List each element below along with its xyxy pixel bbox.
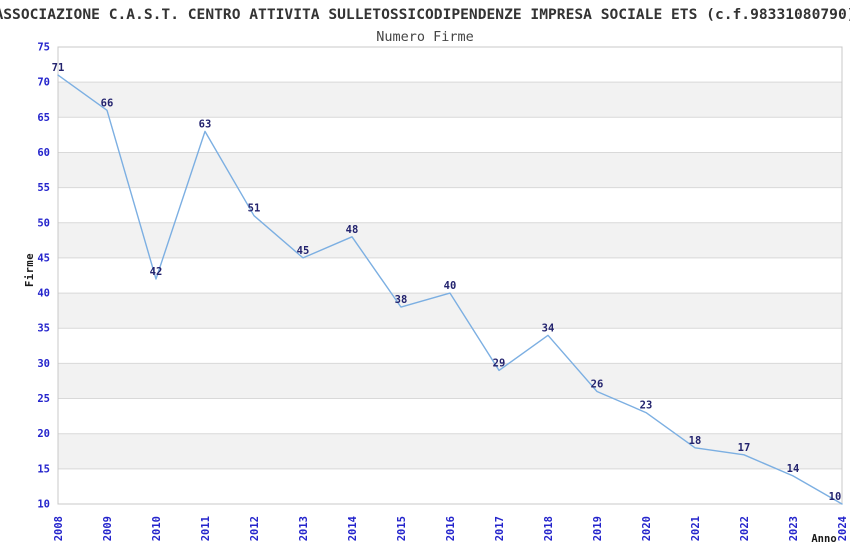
chart-title: ASSOCIAZIONE C.A.S.T. CENTRO ATTIVITA SU… xyxy=(0,6,850,23)
y-tick-label: 10 xyxy=(37,499,50,511)
x-tick-label: 2017 xyxy=(494,516,506,541)
plot-band xyxy=(58,117,842,153)
plot-band xyxy=(58,82,842,118)
plot-band xyxy=(58,433,842,469)
x-tick-label: 2015 xyxy=(396,516,408,541)
x-tick-label: 2012 xyxy=(249,516,261,541)
point-value-label: 17 xyxy=(738,442,751,454)
point-value-label: 18 xyxy=(689,435,702,447)
plot-band xyxy=(58,293,842,329)
plot-border xyxy=(57,46,843,505)
plot-band xyxy=(58,222,842,258)
y-tick-label: 70 xyxy=(37,77,50,89)
y-tick-label: 30 xyxy=(37,358,50,370)
point-value-label: 38 xyxy=(395,294,408,306)
x-tick-label: 2021 xyxy=(690,516,702,541)
x-tick-label: 2016 xyxy=(445,516,457,541)
point-value-label: 14 xyxy=(787,463,800,475)
y-tick-label: 35 xyxy=(37,323,50,335)
x-tick-label: 2013 xyxy=(298,516,310,541)
y-tick-label: 40 xyxy=(37,288,50,300)
plot-band xyxy=(58,47,842,83)
x-tick-label: 2018 xyxy=(543,516,555,541)
point-value-label: 51 xyxy=(248,203,261,215)
point-value-label: 40 xyxy=(444,280,457,292)
y-tick-label: 45 xyxy=(37,252,50,264)
x-tick-label: 2009 xyxy=(102,516,114,541)
point-value-label: 29 xyxy=(493,357,506,369)
x-tick-label: 2019 xyxy=(592,516,604,541)
plot-band xyxy=(58,187,842,223)
plot-band xyxy=(58,398,842,434)
chart-subtitle: Numero Firme xyxy=(376,29,474,45)
x-tick-label: 2011 xyxy=(200,516,212,541)
x-tick-label: 2024 xyxy=(837,516,849,541)
x-tick-label: 2008 xyxy=(53,516,65,541)
y-tick-label: 50 xyxy=(37,217,50,229)
point-value-label: 23 xyxy=(640,400,653,412)
point-value-label: 42 xyxy=(150,266,163,278)
y-tick-label: 55 xyxy=(37,182,50,194)
series-line xyxy=(57,74,843,505)
plot-band xyxy=(58,328,842,364)
point-value-label: 10 xyxy=(829,491,842,503)
x-tick-label: 2020 xyxy=(641,516,653,541)
y-tick-label: 20 xyxy=(37,428,50,440)
x-axis-title: Anno xyxy=(811,533,837,545)
plot-band xyxy=(58,363,842,399)
point-value-label: 71 xyxy=(52,62,65,74)
point-value-label: 34 xyxy=(542,322,555,334)
point-value-label: 26 xyxy=(591,379,604,391)
x-tick-label: 2014 xyxy=(347,516,359,541)
y-tick-label: 25 xyxy=(37,393,50,405)
x-tick-label: 2022 xyxy=(739,516,751,541)
y-tick-label: 15 xyxy=(37,463,50,475)
plot-band xyxy=(58,257,842,294)
y-tick-label: 75 xyxy=(37,42,50,54)
x-tick-label: 2010 xyxy=(151,516,163,541)
x-tick-label: 2023 xyxy=(788,516,800,541)
y-tick-label: 65 xyxy=(37,112,50,124)
point-value-label: 66 xyxy=(101,97,114,109)
y-tick-label: 60 xyxy=(37,147,50,159)
point-value-label: 45 xyxy=(297,245,310,257)
plot-band xyxy=(58,152,842,188)
plot-band xyxy=(58,468,842,504)
point-value-label: 63 xyxy=(199,118,212,130)
point-value-label: 48 xyxy=(346,224,359,236)
